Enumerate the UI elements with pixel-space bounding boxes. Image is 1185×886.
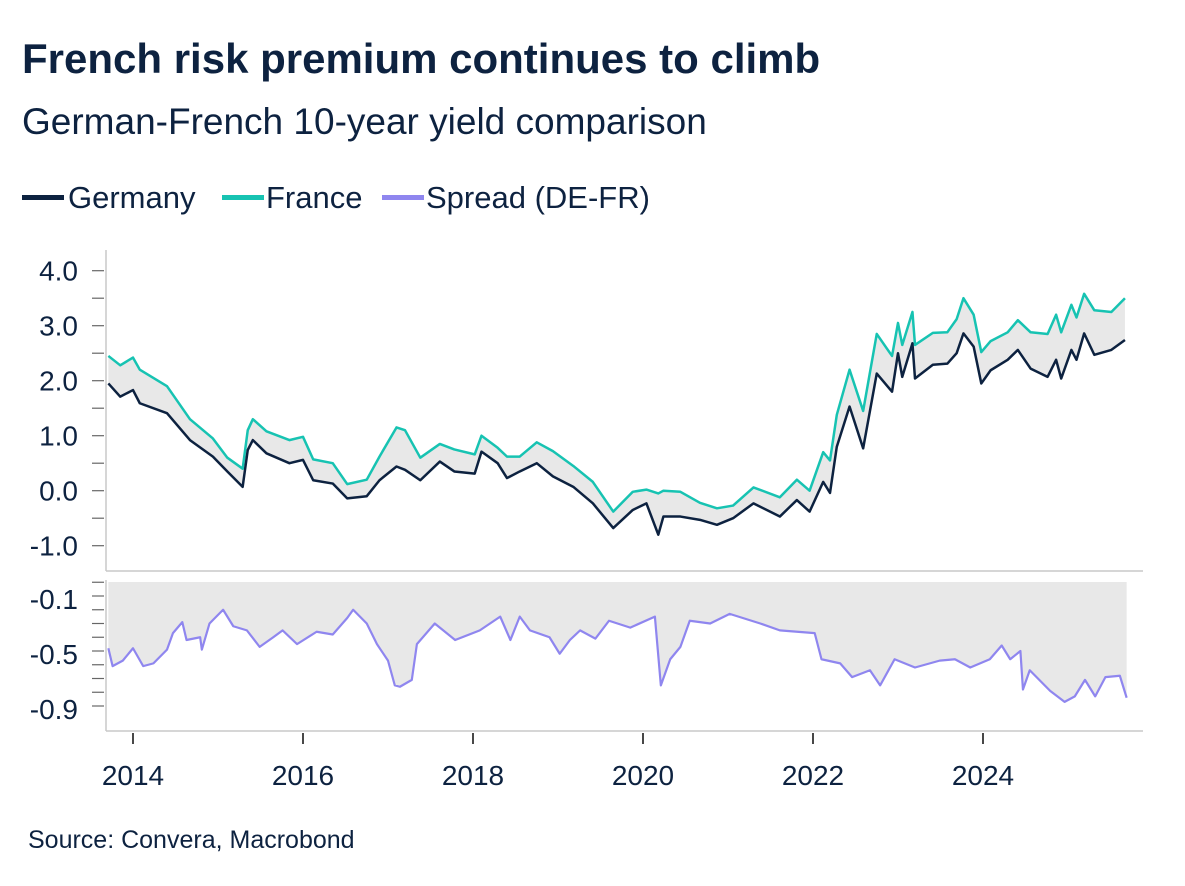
source-note: Source: Convera, Macrobond [28, 826, 355, 854]
spread-y-tick-label: -0.5 [30, 639, 78, 670]
spread-zero-fill [108, 582, 1127, 702]
y-tick-label: 4.0 [39, 256, 78, 287]
y-tick-label: 0.0 [39, 476, 78, 507]
y-tick-label: 1.0 [39, 421, 78, 452]
spread-fill-area [108, 293, 1125, 535]
germany-line [107, 332, 1126, 536]
y-tick-label: 2.0 [39, 366, 78, 397]
x-tick-label: 2022 [782, 760, 844, 791]
legend-swatch-spread [382, 195, 424, 200]
legend-label-france: France [266, 180, 362, 215]
spread-y-tick-label: -0.9 [30, 694, 78, 725]
x-tick-label: 2014 [102, 760, 164, 791]
x-tick-label: 2018 [442, 760, 504, 791]
yield-panel: 4.0 3.0 2.0 1.0 0.0 -1.0 [30, 250, 1143, 572]
chart-title: French risk premium continues to climb [22, 35, 820, 82]
legend-swatch-france [222, 195, 264, 200]
legend-swatch-germany [22, 195, 64, 200]
france-line [107, 292, 1126, 513]
spread-panel: -0.1 -0.5 -0.9 2014 2016 2018 2020 2022 2024 [30, 580, 1143, 791]
x-tick-label: 2020 [612, 760, 674, 791]
x-tick-label: 2024 [952, 760, 1014, 791]
spread-line [107, 608, 1128, 703]
spread-y-tick-label: -0.1 [30, 584, 78, 615]
legend-label-spread: Spread (DE-FR) [426, 180, 650, 215]
x-tick-label: 2016 [272, 760, 334, 791]
chart-subtitle: German-French 10-year yield comparison [22, 101, 707, 142]
legend-label-germany: Germany [68, 180, 196, 215]
legend: Germany France Spread (DE-FR) [22, 180, 650, 215]
y-tick-label: -1.0 [30, 531, 78, 562]
y-tick-label: 3.0 [39, 311, 78, 342]
